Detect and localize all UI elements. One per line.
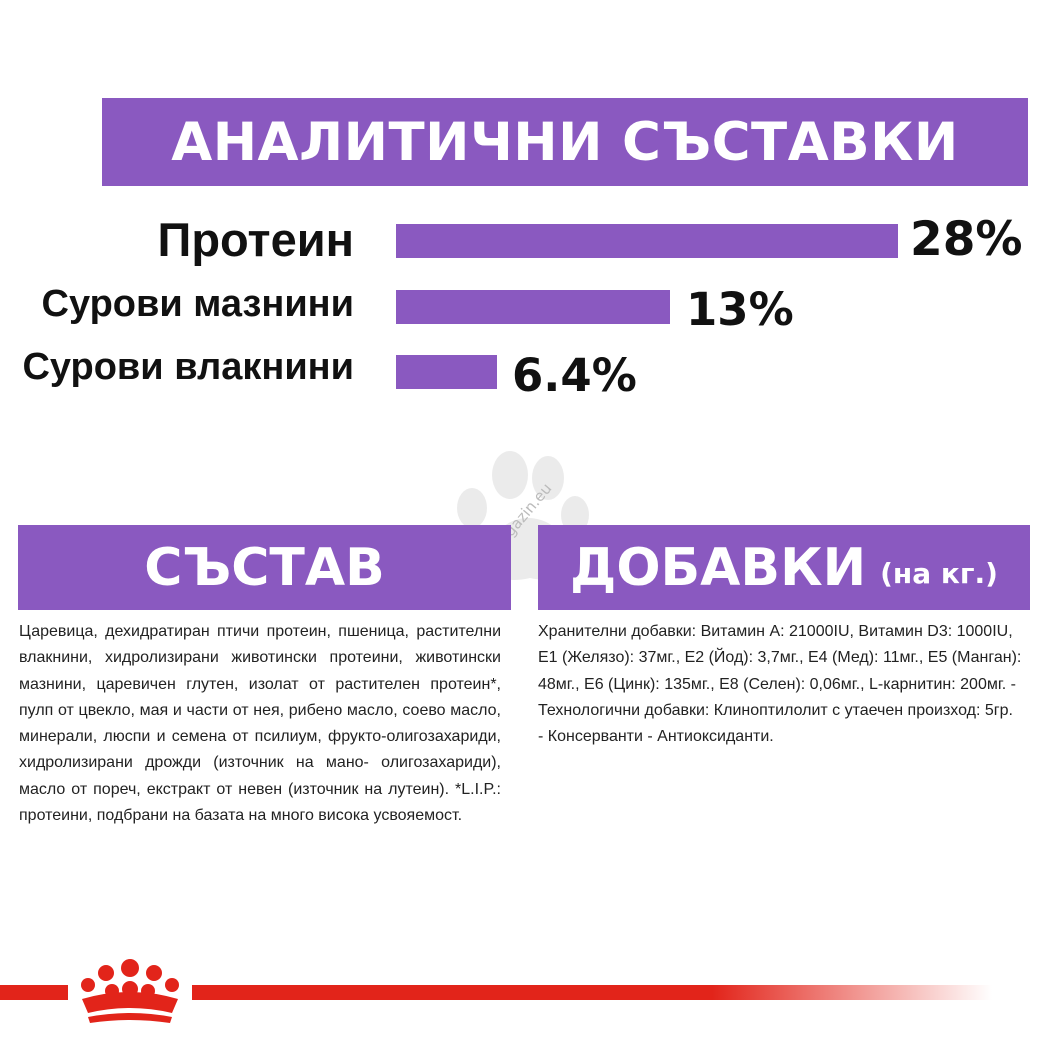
protein-label: Протеин (157, 213, 354, 266)
fat-value: 13% (686, 283, 794, 336)
fiber-label: Сурови влакнини (22, 346, 354, 388)
composition-banner: СЪСТАВ (18, 525, 511, 610)
fat-bar (396, 290, 670, 324)
royal-canin-crown-icon (81, 959, 179, 1023)
analytical-constituents-title: АНАЛИТИЧНИ СЪСТАВКИ (171, 111, 959, 173)
additives-text: Хранителни добавки: Витамин А: 21000IU, … (538, 623, 1022, 746)
fat-label: Сурови мазнини (41, 283, 355, 325)
additives-subtitle: (на кг.) (880, 557, 998, 590)
footer-line-right (192, 985, 992, 1000)
composition-text: Царевица, дехидратиран птичи протеин, пш… (19, 623, 501, 825)
protein-bar (396, 224, 898, 258)
additives-title: ДОБАВКИ (570, 537, 867, 598)
composition-title: СЪСТАВ (144, 537, 385, 598)
analytical-constituents-banner: АНАЛИТИЧНИ СЪСТАВКИ (102, 98, 1028, 186)
protein-value: 28% (910, 212, 1023, 267)
footer-line-left (0, 985, 68, 1000)
fiber-bar (396, 355, 497, 389)
fiber-value: 6.4% (512, 349, 637, 402)
additives-banner: ДОБАВКИ (на кг.) (538, 525, 1030, 610)
